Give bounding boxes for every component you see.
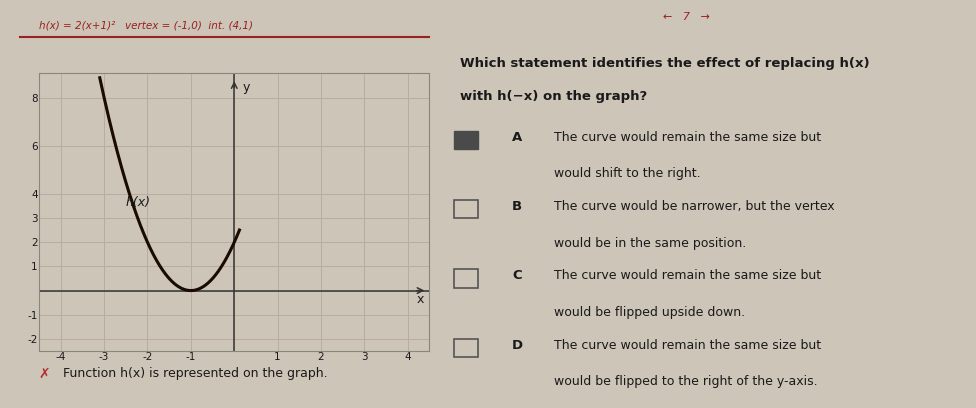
Text: The curve would remain the same size but: The curve would remain the same size but bbox=[554, 269, 822, 282]
Text: would be flipped upside down.: would be flipped upside down. bbox=[554, 306, 746, 319]
Text: x: x bbox=[417, 293, 425, 306]
Text: C: C bbox=[512, 269, 522, 282]
Text: Which statement identifies the effect of replacing h(x): Which statement identifies the effect of… bbox=[460, 57, 869, 70]
Text: D: D bbox=[512, 339, 523, 352]
Text: The curve would remain the same size but: The curve would remain the same size but bbox=[554, 339, 822, 352]
Text: h(x): h(x) bbox=[126, 196, 151, 209]
Text: would be flipped to the right of the y-axis.: would be flipped to the right of the y-a… bbox=[554, 375, 818, 388]
Text: would shift to the right.: would shift to the right. bbox=[554, 167, 701, 180]
Text: y: y bbox=[243, 81, 250, 94]
Text: Function h(x) is represented on the graph.: Function h(x) is represented on the grap… bbox=[63, 367, 328, 380]
Text: would be in the same position.: would be in the same position. bbox=[554, 237, 747, 250]
Text: A: A bbox=[512, 131, 522, 144]
Text: with h(−x) on the graph?: with h(−x) on the graph? bbox=[460, 90, 647, 103]
Text: h(x) = 2(x+1)²   vertex = (-1,0)  int. (4,1): h(x) = 2(x+1)² vertex = (-1,0) int. (4,1… bbox=[39, 20, 253, 31]
Text: ✗: ✗ bbox=[39, 367, 56, 381]
Text: B: B bbox=[512, 200, 522, 213]
FancyBboxPatch shape bbox=[454, 131, 478, 149]
Text: ←   7   →: ← 7 → bbox=[663, 12, 710, 22]
Text: The curve would remain the same size but: The curve would remain the same size but bbox=[554, 131, 822, 144]
Text: The curve would be narrower, but the vertex: The curve would be narrower, but the ver… bbox=[554, 200, 835, 213]
